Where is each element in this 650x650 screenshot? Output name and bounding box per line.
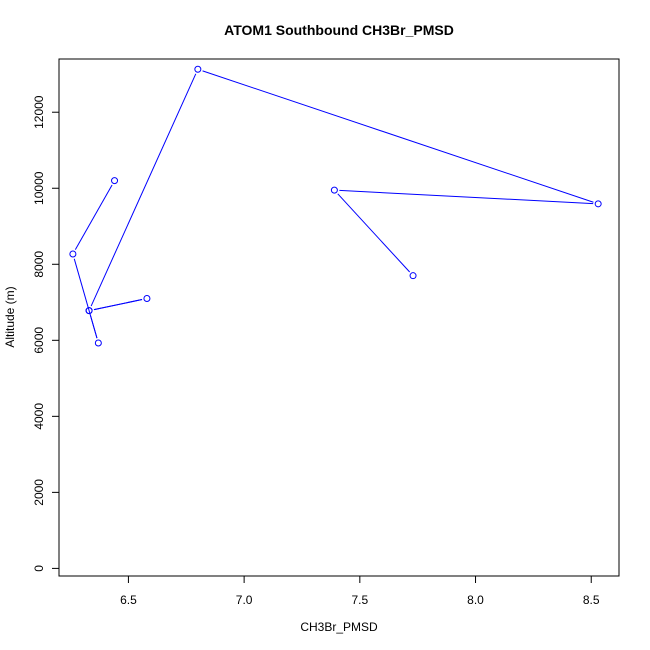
series-segment bbox=[202, 70, 594, 203]
data-point bbox=[94, 339, 102, 347]
data-point bbox=[69, 250, 77, 258]
x-tick-label: 7.5 bbox=[351, 593, 368, 607]
y-tick-label: 2000 bbox=[32, 479, 46, 506]
y-axis: 0 2000 4000 6000 8000 10000 12000 bbox=[32, 95, 59, 572]
series-segment bbox=[339, 189, 594, 205]
series-segment bbox=[93, 299, 143, 311]
series-segment bbox=[74, 184, 113, 250]
series-segment bbox=[90, 73, 197, 307]
series-layer bbox=[69, 65, 602, 347]
y-tick-label: 12000 bbox=[32, 95, 46, 129]
x-tick-label: 8.5 bbox=[583, 593, 600, 607]
series-segment bbox=[337, 193, 411, 273]
y-tick-label: 4000 bbox=[32, 403, 46, 430]
chart-title: ATOM1 Southbound CH3Br_PMSD bbox=[224, 22, 454, 38]
x-axis-label: CH3Br_PMSD bbox=[300, 620, 378, 634]
data-point bbox=[330, 186, 338, 194]
data-point bbox=[194, 65, 202, 73]
plot-frame bbox=[58, 58, 620, 577]
data-point bbox=[409, 272, 417, 280]
x-tick-label: 6.5 bbox=[120, 593, 137, 607]
y-tick-label: 10000 bbox=[32, 171, 46, 205]
data-point bbox=[111, 177, 119, 185]
data-point bbox=[594, 200, 602, 208]
y-tick-label: 6000 bbox=[32, 327, 46, 354]
x-axis: 6.5 7.0 7.5 8.0 8.5 bbox=[120, 576, 600, 607]
series-segment bbox=[89, 315, 98, 339]
data-point bbox=[143, 294, 151, 302]
y-tick-label: 8000 bbox=[32, 251, 46, 278]
y-axis-label: Altitude (m) bbox=[3, 286, 17, 347]
y-tick-label: 0 bbox=[32, 565, 46, 572]
data-point bbox=[85, 307, 93, 315]
x-tick-label: 8.0 bbox=[467, 593, 484, 607]
x-tick-label: 7.0 bbox=[236, 593, 253, 607]
